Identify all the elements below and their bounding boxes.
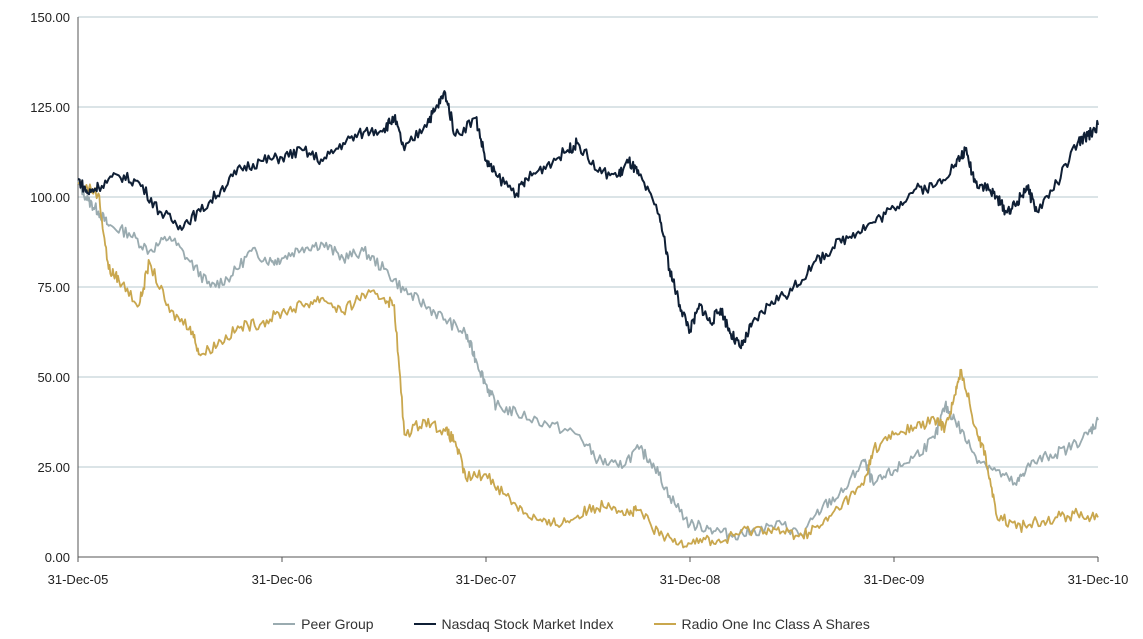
- x-tick-label: 31-Dec-09: [864, 572, 925, 587]
- x-tick-label: 31-Dec-06: [252, 572, 313, 587]
- legend-swatch-peer-group: [273, 623, 296, 625]
- x-axis-ticks: 31-Dec-05 31-Dec-06 31-Dec-07 31-Dec-08 31-D…: [48, 557, 1129, 587]
- series-lines: [77, 90, 1099, 549]
- series-line-nasdaq: [77, 90, 1099, 350]
- x-tick-label: 31-Dec-10: [1068, 572, 1129, 587]
- legend-item-peer-group: Peer Group: [273, 612, 374, 636]
- y-tick-label: 150.00: [30, 10, 70, 25]
- y-tick-label: 75.00: [37, 280, 70, 295]
- y-tick-label: 0.00: [45, 550, 70, 565]
- legend-swatch-radio-one: [653, 623, 676, 625]
- horizontal-gridlines: [78, 16, 1098, 468]
- legend-swatch-nasdaq: [413, 623, 436, 625]
- line-chart: 0.00 25.00 50.00 75.00 100.00 125.00 150.00 31…: [30, 10, 1129, 587]
- y-axis-ticks: 0.00 25.00 50.00 75.00 100.00 125.00 150.00: [30, 10, 70, 565]
- legend-label-nasdaq: Nasdaq Stock Market Index: [441, 616, 614, 632]
- x-tick-label: 31-Dec-08: [660, 572, 721, 587]
- legend-label-peer-group: Peer Group: [301, 616, 374, 632]
- x-tick-label: 31-Dec-05: [48, 572, 109, 587]
- y-tick-label: 25.00: [37, 460, 70, 475]
- series-line-peer-group: [77, 180, 1099, 541]
- legend-label-radio-one: Radio One Inc Class A Shares: [681, 616, 870, 632]
- y-tick-label: 125.00: [30, 100, 70, 115]
- legend: Peer Group Nasdaq Stock Market Index Rad…: [0, 612, 1143, 636]
- x-tick-label: 31-Dec-07: [456, 572, 517, 587]
- series-line-radio-one: [77, 180, 1099, 549]
- y-tick-label: 100.00: [30, 190, 70, 205]
- legend-item-radio-one: Radio One Inc Class A Shares: [653, 612, 870, 636]
- legend-item-nasdaq: Nasdaq Stock Market Index: [413, 612, 614, 636]
- y-tick-label: 50.00: [37, 370, 70, 385]
